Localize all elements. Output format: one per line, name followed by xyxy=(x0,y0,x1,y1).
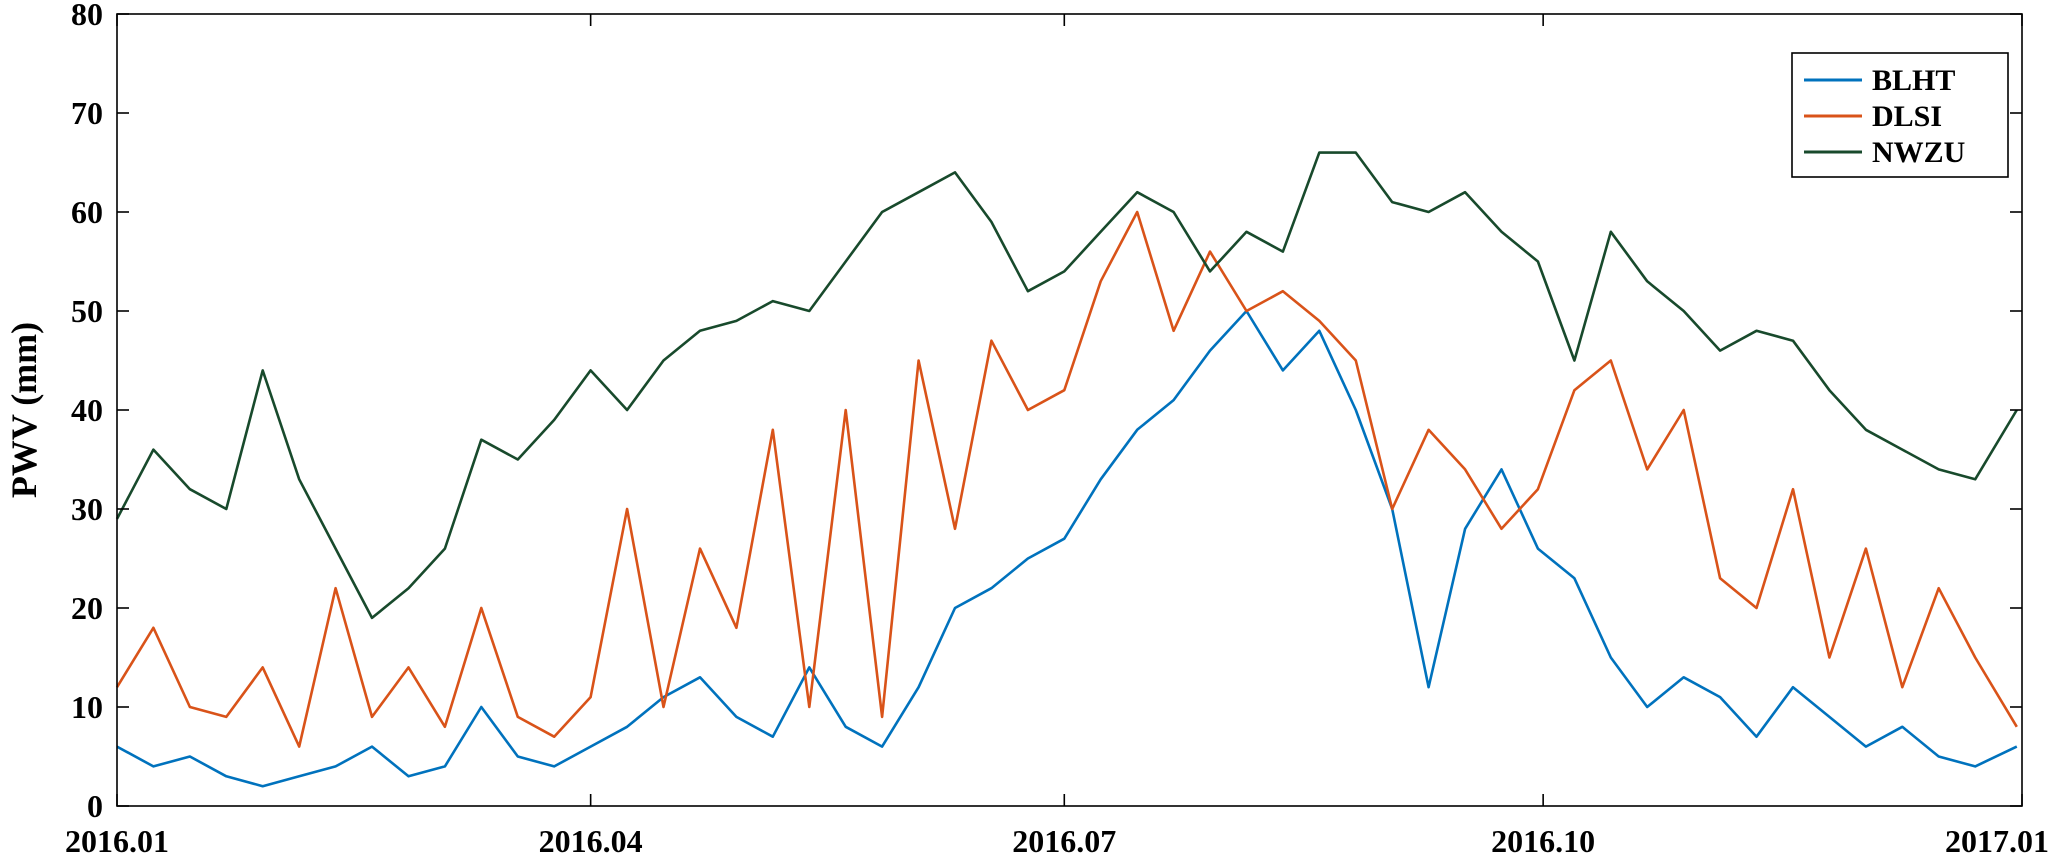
x-tick-label: 2016.04 xyxy=(539,823,643,859)
x-tick-label: 2016.07 xyxy=(1012,823,1116,859)
series-lines xyxy=(115,151,2018,788)
x-tick-label: 2016.01 xyxy=(65,823,169,859)
series-line-nwzu xyxy=(115,151,2018,620)
y-tick-label: 80 xyxy=(71,0,103,32)
y-tick-label: 10 xyxy=(71,689,103,725)
x-tick-label: 2017.01 xyxy=(1945,823,2049,859)
series-line-blht xyxy=(116,309,2018,788)
y-tick-label: 40 xyxy=(71,392,103,428)
series-line-dlsi xyxy=(115,210,2018,748)
legend-label-blht: BLHT xyxy=(1872,64,1955,97)
y-axis-title: PWV (mm) xyxy=(4,322,44,498)
y-tick-label: 50 xyxy=(71,293,103,329)
x-tick-label: 2016.10 xyxy=(1491,823,1595,859)
y-tick-label: 60 xyxy=(71,194,103,230)
y-tick-label: 30 xyxy=(71,491,103,527)
y-tick-label: 70 xyxy=(71,95,103,131)
y-tick-label: 20 xyxy=(71,590,103,626)
axes-frame xyxy=(116,13,2023,807)
legend-label-nwzu: NWZU xyxy=(1872,136,1965,169)
legend-label-dlsi: DLSI xyxy=(1872,100,1942,133)
axis-ticks: 0 10 20 30 40 50 60 70 80 2016.01 2016.04 2016.07 20… xyxy=(65,0,2049,859)
y-tick-label: 0 xyxy=(87,788,103,824)
